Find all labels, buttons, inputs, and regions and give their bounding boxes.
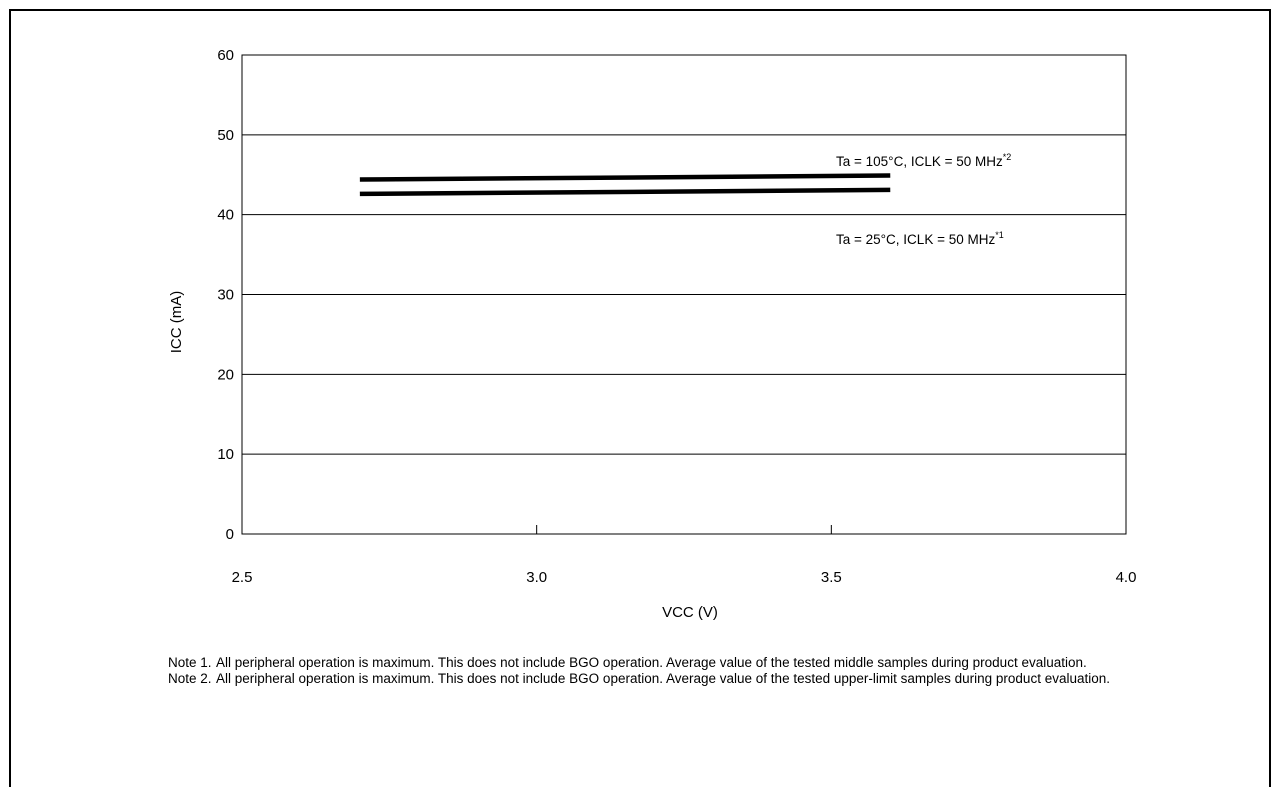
series-label-sup: *2 <box>1003 152 1012 162</box>
figure-frame <box>9 9 1271 787</box>
note-1-label: Note 1. <box>168 655 212 670</box>
y-tick-label: 40 <box>217 207 234 224</box>
y-tick-label: 60 <box>217 47 234 64</box>
y-tick-label: 30 <box>217 287 234 304</box>
x-tick-label: 2.5 <box>232 569 253 586</box>
series-labels: Ta = 105°C, ICLK = 50 MHz*2 Ta = 25°C, IC… <box>836 152 1011 247</box>
x-tick-labels: 2.5 3.0 3.5 4.0 <box>232 569 1137 586</box>
note-2: Note 2. All peripheral operation is maxi… <box>168 671 1176 687</box>
note-1: Note 1. All peripheral operation is maxi… <box>168 655 1176 671</box>
series-line <box>359 173 891 182</box>
x-ticks <box>536 525 832 534</box>
y-tick-labels: 0 10 20 30 40 50 60 <box>217 47 234 543</box>
y-axis-label: ICC (mA) <box>168 291 185 354</box>
y-tick-label: 10 <box>217 446 234 463</box>
y-tick-label: 20 <box>217 366 234 383</box>
series-label: Ta = 25°C, ICLK = 50 MHz*1 <box>836 230 1004 247</box>
x-tick-label: 3.0 <box>526 569 547 586</box>
notes: Note 1. All peripheral operation is maxi… <box>168 655 1176 687</box>
chart: 0 10 20 30 40 50 60 2.5 3.0 3.5 4.0 Ta = 105°C, I… <box>168 47 1137 621</box>
note-2-label: Note 2. <box>168 671 212 686</box>
y-tick-label: 0 <box>226 526 234 543</box>
y-tick-label: 50 <box>217 127 234 144</box>
series-label-text: Ta = 105°C, ICLK = 50 MHz <box>836 154 1003 169</box>
x-tick-label: 4.0 <box>1116 569 1137 586</box>
x-axis-label: VCC (V) <box>662 604 718 621</box>
note-1-text: All peripheral operation is maximum. Thi… <box>216 655 1087 670</box>
series-label: Ta = 105°C, ICLK = 50 MHz*2 <box>836 152 1011 169</box>
series-label-sup: *1 <box>995 230 1004 240</box>
note-2-text: All peripheral operation is maximum. Thi… <box>216 671 1110 686</box>
series-lines <box>359 173 891 197</box>
x-tick-label: 3.5 <box>821 569 842 586</box>
series-line <box>359 187 891 197</box>
gridlines <box>242 134 1126 455</box>
series-label-text: Ta = 25°C, ICLK = 50 MHz <box>836 232 995 247</box>
